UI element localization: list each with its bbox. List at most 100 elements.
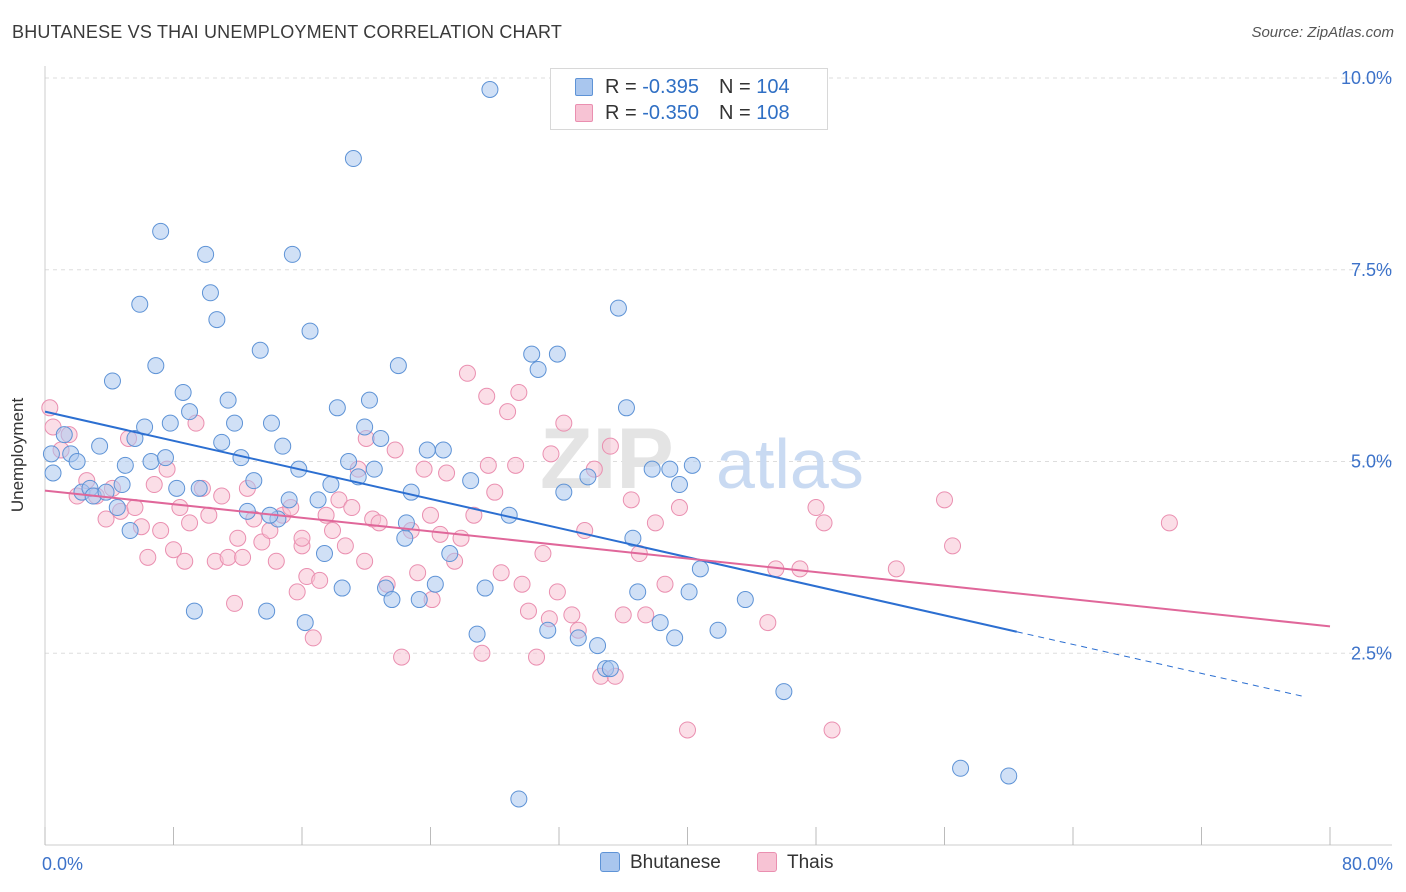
thais-point: [234, 548, 252, 566]
thais-point: [479, 456, 497, 474]
bhutanese-point: [360, 391, 378, 409]
bhutanese-point: [709, 621, 727, 639]
bhutanese-point: [251, 341, 269, 359]
bhutanese-point: [383, 591, 401, 609]
trend-lines: [44, 410, 1331, 698]
thais-point: [415, 460, 433, 478]
thais-point: [478, 387, 496, 405]
y-tick-label: 5.0%: [1351, 452, 1392, 472]
legend-item-bhutanese: Bhutanese: [600, 852, 721, 874]
thais-point: [887, 560, 905, 578]
bhutanese-point: [219, 391, 237, 409]
bhutanese-point: [569, 629, 587, 647]
thais-point: [936, 491, 953, 509]
thais-point: [452, 529, 470, 547]
thais-point: [465, 506, 483, 524]
bhutanese-point: [142, 453, 160, 470]
bhutanese-point: [126, 429, 144, 447]
thais-point: [542, 445, 560, 463]
bhutanese-point: [356, 418, 374, 436]
bhutanese-point: [601, 660, 619, 678]
bhutanese-point: [1000, 767, 1018, 785]
legend-r-label: R =: [605, 76, 643, 98]
thais-point: [1160, 514, 1178, 532]
bhutanese-point: [410, 591, 428, 609]
bhutanese-point: [402, 483, 420, 501]
bhutanese-point: [344, 150, 362, 168]
legend-item-thais: Thais: [757, 852, 833, 874]
thais-point: [555, 414, 573, 432]
bhutanese-point: [201, 284, 219, 302]
bhutanese-point: [539, 621, 557, 639]
bhutanese-point: [42, 445, 60, 463]
bhutanese-point: [340, 453, 358, 470]
bhutanese-points: [42, 81, 1018, 808]
bhutanese-point: [174, 383, 192, 401]
bhutanese-point: [68, 453, 86, 470]
bhutanese-point: [44, 464, 62, 482]
bhutanese-point: [548, 345, 566, 363]
thais-point: [219, 548, 237, 566]
bhutanese-point: [116, 456, 134, 474]
bhutanese-point: [680, 583, 698, 601]
thais-point: [145, 476, 163, 494]
thais-point: [473, 644, 491, 662]
thais-point: [438, 464, 456, 482]
thais-point: [267, 552, 285, 570]
thais-point: [311, 571, 329, 589]
bhutanese-point: [624, 529, 642, 547]
legend-n-label: N =: [718, 102, 757, 124]
thais-point: [343, 499, 361, 517]
bhutanese-point: [121, 522, 139, 540]
thais-point: [226, 594, 244, 612]
bhutanese-point: [168, 479, 186, 497]
watermark-atlas: atlas: [716, 425, 864, 503]
bhutanese-point: [108, 499, 126, 517]
bhutanese-point: [666, 629, 684, 647]
bhutanese-point: [555, 483, 573, 501]
thais-point: [823, 721, 841, 739]
bhutanese-point: [208, 311, 226, 329]
thais-point: [656, 575, 674, 593]
legend-n-label: N =: [718, 76, 757, 98]
thais-point: [165, 541, 182, 559]
thais-point: [601, 437, 619, 455]
bhutanese-point: [952, 759, 970, 777]
correlation-legend: R = -0.395 N = 104 R = -0.350 N = 108: [550, 68, 828, 130]
thais-point: [486, 483, 504, 501]
legend-r-value: -0.350: [642, 102, 699, 124]
thais-point: [139, 548, 157, 566]
thais-point: [386, 441, 404, 459]
thais-point: [670, 499, 688, 517]
y-tick-label: 10.0%: [1341, 68, 1392, 88]
bhutanese-point: [462, 472, 480, 490]
thais-point: [622, 491, 640, 509]
legend-label-thais: Thais: [787, 852, 834, 873]
thais-point: [356, 552, 374, 570]
source-credit: Source: ZipAtlas.com: [1251, 24, 1394, 41]
thais-point: [422, 506, 439, 524]
thais-point: [171, 499, 189, 517]
thais-point: [637, 606, 655, 624]
legend-n-value: 108: [756, 102, 790, 124]
bhutanese-point: [91, 437, 109, 455]
watermark: ZIP atlas: [540, 411, 864, 507]
bhutanese-point: [185, 602, 203, 620]
legend-swatch-bhutanese: [600, 852, 620, 872]
thais-trend-line: [44, 489, 1331, 628]
chart-title: BHUTANESE VS THAI UNEMPLOYMENT CORRELATI…: [12, 22, 563, 42]
y-tick-label: 2.5%: [1351, 643, 1392, 663]
legend-n-value: 104: [756, 76, 790, 98]
bhutanese-point: [365, 460, 383, 478]
thais-point: [679, 721, 696, 739]
x-tick-label: 0.0%: [42, 854, 83, 874]
legend-swatch-bhutanese: [575, 78, 593, 96]
y-tick-label: 7.5%: [1351, 260, 1392, 280]
thais-point: [759, 614, 777, 632]
thais-point: [458, 364, 476, 382]
bhutanese-point: [397, 514, 415, 532]
bhutanese-point: [156, 449, 174, 467]
bhutanese-point: [418, 441, 436, 459]
thais-point: [176, 552, 194, 570]
